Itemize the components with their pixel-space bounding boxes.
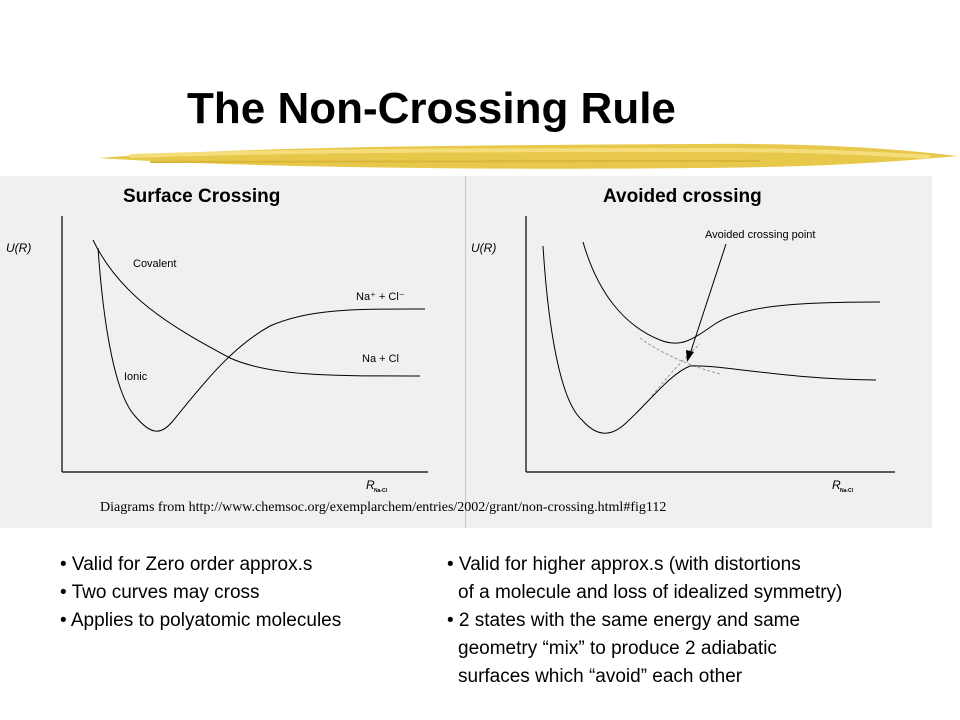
bullet-continuation-text: geometry “mix” to produce 2 adiabatic bbox=[458, 638, 777, 659]
right-x-axis-subscript: Na-Cl bbox=[840, 488, 854, 494]
heading-surface-crossing: Surface Crossing bbox=[123, 186, 281, 207]
left-diagram: U(R) R Na-Cl Covalent Ionic Na⁺ + Cl⁻ Na… bbox=[6, 216, 428, 494]
bullet-item: • Valid for higher approx.s (with distor… bbox=[447, 554, 801, 575]
title-underline-decoration bbox=[98, 143, 958, 169]
slide-title: The Non-Crossing Rule bbox=[187, 84, 676, 133]
right-y-axis-label: U(R) bbox=[471, 241, 496, 255]
bullet-item: • Valid for Zero order approx.s bbox=[60, 554, 313, 575]
bullet-continuation-text: surfaces which “avoid” each other bbox=[458, 666, 743, 687]
bullet-item: • Two curves may cross bbox=[60, 582, 260, 603]
annotation-arrow bbox=[689, 243, 727, 355]
diabatic-dashed-curve-2 bbox=[651, 343, 701, 397]
covalent-curve bbox=[92, 239, 421, 377]
ionic-asymptote-label: Na⁺ + Cl⁻ bbox=[356, 291, 405, 303]
heading-avoided-crossing: Avoided crossing bbox=[603, 186, 762, 207]
avoided-crossing-point-label: Avoided crossing point bbox=[705, 229, 815, 241]
bullet-continuation-text: of a molecule and loss of idealized symm… bbox=[458, 582, 843, 603]
panel-divider bbox=[465, 176, 466, 528]
lower-adiabatic-curve bbox=[542, 245, 877, 434]
covalent-asymptote-label: Na + Cl bbox=[362, 353, 399, 365]
bullet-continuation: surfaces which “avoid” each other bbox=[447, 663, 842, 691]
left-x-axis-label: R bbox=[366, 478, 375, 492]
source-citation: Diagrams from http://www.chemsoc.org/exe… bbox=[100, 500, 667, 515]
potential-energy-diagrams: U(R) R Na-Cl Covalent Ionic Na⁺ + Cl⁻ Na… bbox=[6, 216, 895, 494]
ionic-curve bbox=[97, 247, 426, 432]
upper-adiabatic-curve bbox=[582, 241, 881, 344]
diabatic-dashed-curve-1 bbox=[639, 337, 721, 375]
covalent-label: Covalent bbox=[133, 258, 176, 270]
bullet-continuation: of a molecule and loss of idealized symm… bbox=[447, 579, 842, 607]
bullets-right: • Valid for higher approx.s (with distor… bbox=[447, 551, 842, 691]
bullet-continuation: geometry “mix” to produce 2 adiabatic bbox=[447, 635, 842, 663]
right-diagram: U(R) R Na-Cl Avoided crossing point bbox=[471, 216, 895, 494]
bullets-left: • Valid for Zero order approx.s • Two cu… bbox=[60, 551, 341, 635]
left-y-axis-label: U(R) bbox=[6, 241, 31, 255]
ionic-label: Ionic bbox=[124, 371, 148, 383]
right-x-axis-label: R bbox=[832, 478, 841, 492]
annotation-arrowhead bbox=[686, 350, 694, 362]
figure-panel: U(R) R Na-Cl Covalent Ionic Na⁺ + Cl⁻ Na… bbox=[0, 176, 932, 528]
bullet-item: • 2 states with the same energy and same bbox=[447, 610, 801, 631]
bullet-item: • Applies to polyatomic molecules bbox=[60, 610, 342, 631]
left-x-axis-subscript: Na-Cl bbox=[374, 488, 388, 494]
